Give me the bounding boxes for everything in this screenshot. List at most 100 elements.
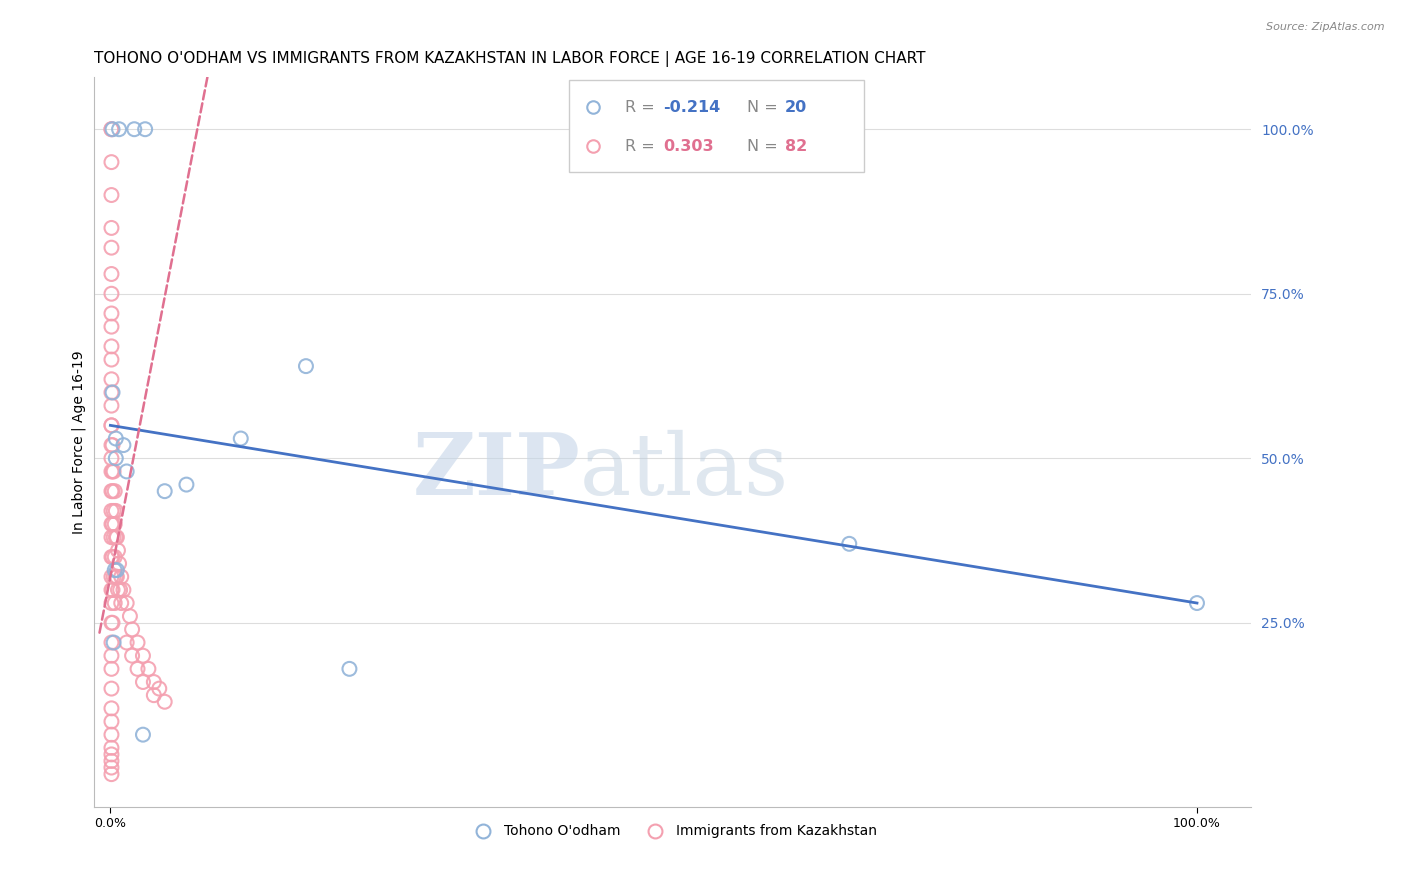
Point (101, 615, 124, 630)
Y-axis label: In Labor Force | Age 16-19: In Labor Force | Age 16-19 (72, 350, 86, 533)
Point (103, 504, 125, 518)
Point (103, 635, 125, 649)
Point (108, 557, 131, 571)
Point (112, 438, 135, 452)
Point (100, 747, 122, 762)
Point (100, 306, 122, 320)
Point (100, 517, 122, 532)
Point (100, 385, 122, 400)
Point (105, 570, 128, 584)
Point (104, 451, 127, 466)
Point (142, 688, 165, 702)
Point (101, 484, 124, 499)
Point (100, 530, 122, 544)
Point (100, 754, 122, 768)
Point (124, 122, 146, 136)
Point (100, 451, 122, 466)
Point (104, 563, 127, 577)
Point (132, 648, 155, 663)
Point (107, 543, 129, 558)
Text: Source: ZipAtlas.com: Source: ZipAtlas.com (1267, 22, 1385, 32)
Text: 20: 20 (785, 100, 807, 115)
Point (100, 596, 122, 610)
Point (100, 372, 122, 386)
Point (100, 241, 122, 255)
Point (100, 635, 122, 649)
Point (100, 155, 122, 169)
Point (110, 596, 132, 610)
Point (115, 465, 138, 479)
Point (100, 188, 122, 202)
Point (115, 596, 138, 610)
Point (121, 623, 143, 637)
Text: -0.214: -0.214 (664, 100, 721, 115)
Point (100, 615, 122, 630)
Point (101, 582, 124, 597)
Point (127, 635, 149, 649)
Point (104, 549, 127, 564)
Point (104, 517, 127, 532)
Point (103, 570, 125, 584)
Point (100, 549, 122, 564)
Point (101, 517, 124, 532)
Point (100, 267, 122, 281)
Point (100, 767, 122, 781)
Point (100, 122, 122, 136)
Point (1185, 596, 1208, 610)
Point (100, 122, 122, 136)
Point (339, 662, 361, 676)
Point (100, 570, 122, 584)
Point (100, 701, 122, 715)
FancyBboxPatch shape (568, 80, 863, 171)
Point (101, 122, 124, 136)
Point (100, 352, 122, 367)
Point (105, 530, 128, 544)
Point (108, 582, 131, 597)
Point (100, 728, 122, 742)
Text: 82: 82 (785, 138, 807, 153)
Text: 0.303: 0.303 (664, 138, 714, 153)
Point (100, 286, 122, 301)
Point (101, 465, 124, 479)
Point (127, 662, 149, 676)
Point (103, 465, 125, 479)
Point (105, 563, 128, 577)
Point (838, 537, 860, 551)
Text: N =: N = (747, 100, 783, 115)
Point (100, 648, 122, 663)
Point (100, 662, 122, 676)
Point (142, 675, 165, 690)
Text: N =: N = (747, 138, 783, 153)
Point (100, 761, 122, 775)
Point (148, 681, 170, 696)
Point (153, 695, 176, 709)
Point (103, 530, 125, 544)
Point (132, 728, 155, 742)
Point (107, 582, 129, 597)
Point (100, 504, 122, 518)
Point (104, 570, 127, 584)
Point (100, 714, 122, 729)
Point (104, 530, 127, 544)
Point (100, 582, 122, 597)
Point (108, 122, 131, 136)
Point (100, 221, 122, 235)
Point (100, 399, 122, 413)
Point (132, 675, 155, 690)
Text: TOHONO O'ODHAM VS IMMIGRANTS FROM KAZAKHSTAN IN LABOR FORCE | AGE 16-19 CORRELAT: TOHONO O'ODHAM VS IMMIGRANTS FROM KAZAKH… (94, 51, 925, 67)
Point (100, 438, 122, 452)
Text: ZIP: ZIP (412, 429, 581, 513)
Text: R =: R = (626, 138, 661, 153)
Point (101, 385, 124, 400)
Text: atlas: atlas (581, 429, 789, 513)
Point (100, 418, 122, 433)
Point (115, 635, 138, 649)
Point (138, 662, 160, 676)
Point (101, 549, 124, 564)
Point (104, 504, 127, 518)
Point (100, 339, 122, 353)
Point (100, 681, 122, 696)
Point (100, 484, 122, 499)
Point (100, 418, 122, 433)
Point (110, 570, 132, 584)
